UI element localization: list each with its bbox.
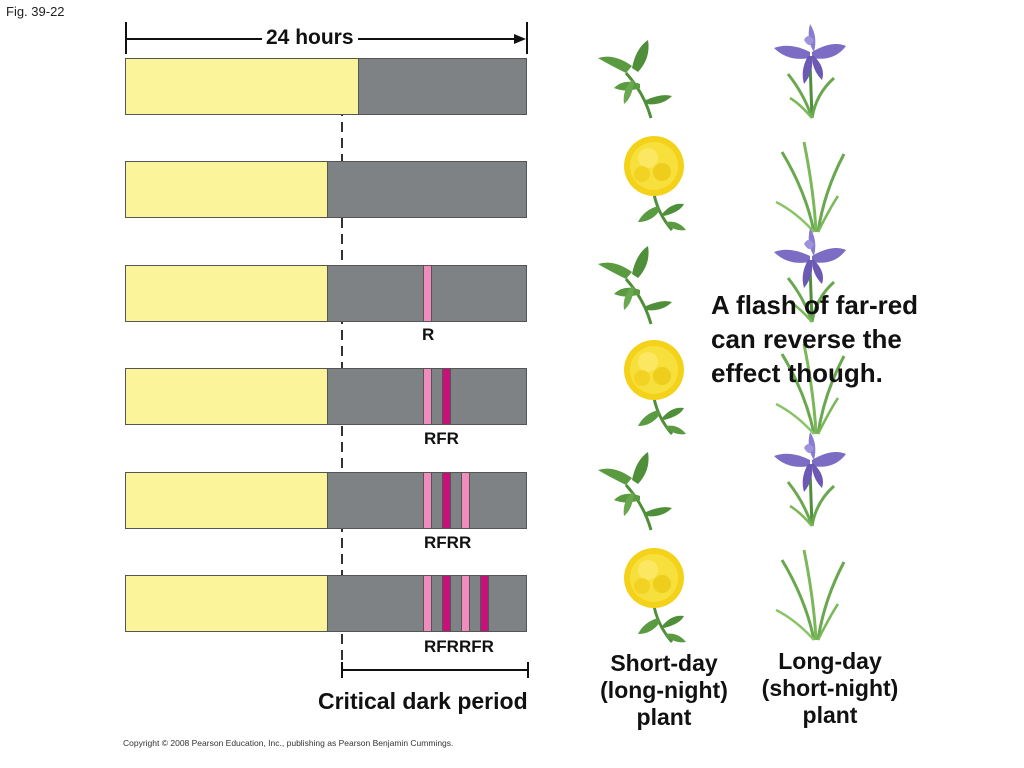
- photoperiod-bar-1: [125, 58, 527, 115]
- photoperiod-bar-3: [125, 265, 527, 322]
- sequence-label: R: [422, 325, 435, 344]
- label-line: plant: [802, 702, 858, 728]
- light-period: [126, 369, 328, 424]
- light-period: [126, 576, 328, 631]
- light-period: [126, 162, 328, 217]
- hours-label: 24 hours: [262, 26, 358, 50]
- short-day-plant-label: Short-day (long-night) plant: [584, 650, 744, 731]
- photoperiod-bar-2: [125, 161, 527, 218]
- sequence-label: RFR: [424, 429, 459, 448]
- leafy-stem-icon: [596, 244, 674, 326]
- label-line: (long-night): [600, 677, 728, 703]
- critical-period-label: Critical dark period: [318, 688, 528, 714]
- far-red-flash: [442, 369, 451, 424]
- red-flash: [423, 369, 432, 424]
- far-red-flash: [442, 473, 451, 528]
- leafy-stem-icon: [596, 38, 674, 120]
- label-line: (short-night): [761, 675, 899, 701]
- red-flash: [423, 576, 432, 631]
- label-line: Short-day: [610, 650, 718, 676]
- hours-arrowhead: [514, 34, 526, 44]
- red-flash: [423, 266, 432, 321]
- far-red-flash: [480, 576, 489, 631]
- note-line: can reverse the: [711, 324, 902, 354]
- yellow-flower-icon: [622, 338, 688, 436]
- label-line: Long-day: [778, 648, 882, 674]
- photoperiod-bar-4: [125, 368, 527, 425]
- photoperiod-bar-6: [125, 575, 527, 632]
- red-flash: [461, 473, 470, 528]
- sequence-label: RFRRFR: [424, 637, 494, 656]
- grass-leaves-icon: [774, 548, 846, 642]
- iris-flower-icon: [772, 430, 848, 528]
- far-red-note: A flash of far-red can reverse the effec…: [711, 288, 961, 390]
- copyright-notice: Copyright © 2008 Pearson Education, Inc.…: [123, 738, 454, 748]
- figure-label: Fig. 39-22: [6, 4, 65, 19]
- yellow-flower-icon: [622, 134, 688, 232]
- long-day-plant-label: Long-day (short-night) plant: [748, 648, 912, 729]
- leafy-stem-icon: [596, 450, 674, 532]
- red-flash: [461, 576, 470, 631]
- label-line: plant: [636, 704, 692, 730]
- sequence-label: RFRR: [424, 533, 472, 552]
- note-line: A flash of far-red: [711, 290, 919, 320]
- iris-flower-icon: [772, 22, 848, 120]
- red-flash: [423, 473, 432, 528]
- grass-leaves-icon: [774, 140, 846, 234]
- light-period: [126, 473, 328, 528]
- far-red-flash: [442, 576, 451, 631]
- light-period: [126, 59, 359, 114]
- photoperiod-bar-5: [125, 472, 527, 529]
- note-line: effect though.: [711, 358, 883, 388]
- yellow-flower-icon: [622, 546, 688, 644]
- light-period: [126, 266, 328, 321]
